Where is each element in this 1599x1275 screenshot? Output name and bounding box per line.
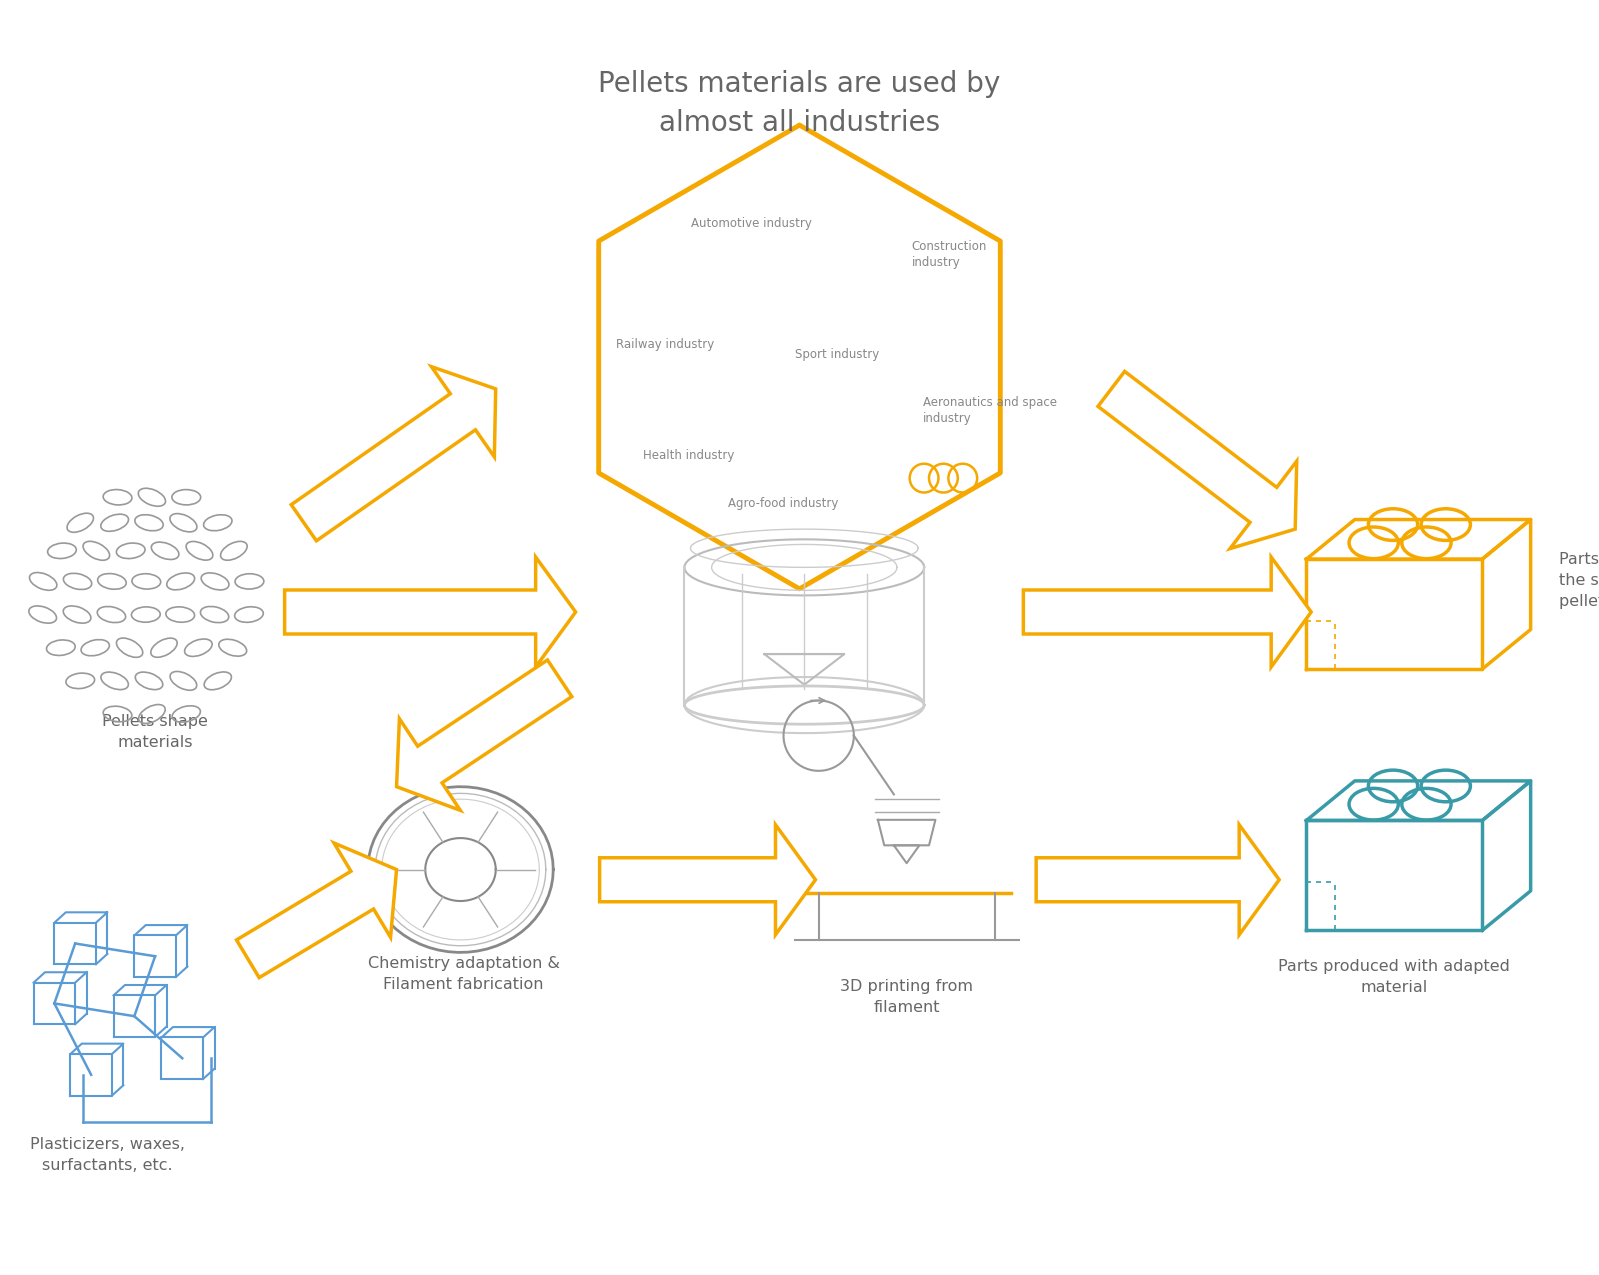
Polygon shape: [285, 557, 576, 667]
Text: Agro-food industry: Agro-food industry: [728, 497, 839, 510]
Text: Railway industry: Railway industry: [616, 338, 713, 351]
Polygon shape: [1023, 557, 1311, 667]
Text: Construction
industry: Construction industry: [911, 241, 987, 269]
Polygon shape: [397, 660, 572, 811]
Text: Parts produced with adapted
material: Parts produced with adapted material: [1278, 959, 1511, 994]
Text: Sport industry: Sport industry: [795, 348, 879, 361]
Polygon shape: [237, 843, 397, 978]
Text: Health industry: Health industry: [643, 449, 734, 462]
Polygon shape: [1036, 825, 1279, 935]
Text: Pellets shape
materials: Pellets shape materials: [102, 714, 208, 750]
Text: Automotive industry: Automotive industry: [691, 217, 812, 230]
Text: Aeronautics and space
industry: Aeronautics and space industry: [923, 397, 1057, 425]
Text: 3D printing from
filament: 3D printing from filament: [839, 979, 974, 1015]
Text: Pellets materials are used by
almost all industries: Pellets materials are used by almost all…: [598, 70, 1001, 138]
Polygon shape: [291, 367, 496, 541]
Text: Parts produced with
the same injection molding
pellet materials: Parts produced with the same injection m…: [1559, 552, 1599, 608]
Text: Plasticizers, waxes,
surfactants, etc.: Plasticizers, waxes, surfactants, etc.: [30, 1137, 184, 1173]
Polygon shape: [600, 825, 815, 935]
Text: Chemistry adaptation &
Filament fabrication: Chemistry adaptation & Filament fabricat…: [368, 956, 560, 992]
Polygon shape: [1099, 371, 1297, 548]
